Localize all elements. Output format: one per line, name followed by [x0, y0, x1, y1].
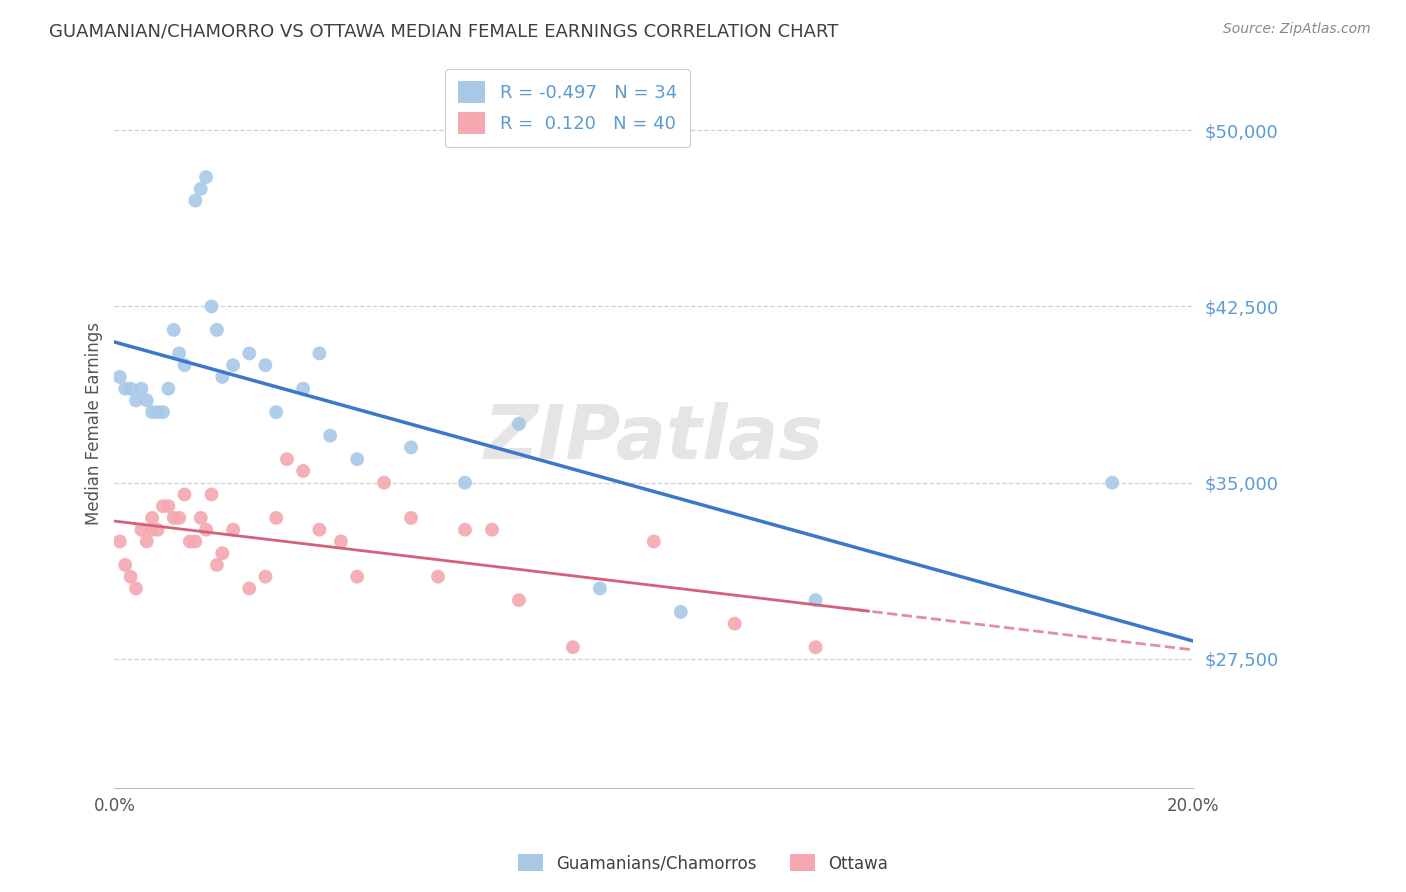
Point: [163, 323, 186, 337]
Point: [125, 582, 148, 596]
Point: [200, 299, 222, 313]
Point: [114, 382, 136, 396]
Point: [481, 523, 503, 537]
Point: [254, 570, 277, 584]
Point: [141, 523, 163, 537]
Point: [195, 523, 218, 537]
Point: [264, 405, 287, 419]
Point: [184, 194, 207, 208]
Point: [108, 534, 131, 549]
Point: [114, 558, 136, 572]
Point: [163, 511, 186, 525]
Point: [131, 523, 153, 537]
Point: [804, 640, 827, 655]
Point: [399, 511, 422, 525]
Legend: Guamanians/Chamorros, Ottawa: Guamanians/Chamorros, Ottawa: [512, 847, 894, 880]
Point: [157, 382, 180, 396]
Point: [211, 546, 233, 560]
Point: [222, 523, 245, 537]
Legend: R = -0.497   N = 34, R =  0.120   N = 40: R = -0.497 N = 34, R = 0.120 N = 40: [446, 69, 689, 147]
Point: [238, 346, 260, 360]
Point: [724, 616, 747, 631]
Text: ZIPatlas: ZIPatlas: [484, 402, 824, 475]
Point: [589, 582, 612, 596]
Point: [152, 499, 174, 513]
Point: [346, 452, 368, 467]
Point: [254, 358, 277, 372]
Point: [319, 428, 342, 442]
Point: [146, 523, 169, 537]
Point: [173, 358, 195, 372]
Point: [399, 441, 422, 455]
Point: [135, 534, 157, 549]
Point: [120, 570, 142, 584]
Point: [346, 570, 368, 584]
Point: [108, 370, 131, 384]
Point: [222, 358, 245, 372]
Point: [454, 475, 477, 490]
Point: [125, 393, 148, 408]
Point: [329, 534, 352, 549]
Point: [167, 511, 190, 525]
Point: [264, 511, 287, 525]
Point: [643, 534, 665, 549]
Point: [146, 405, 169, 419]
Point: [179, 534, 201, 549]
Point: [167, 346, 190, 360]
Point: [211, 370, 233, 384]
Point: [804, 593, 827, 607]
Point: [190, 511, 212, 525]
Point: [190, 182, 212, 196]
Point: [276, 452, 298, 467]
Point: [184, 534, 207, 549]
Point: [292, 382, 315, 396]
Point: [508, 593, 530, 607]
Point: [669, 605, 692, 619]
Point: [157, 499, 180, 513]
Point: [373, 475, 395, 490]
Point: [173, 487, 195, 501]
Point: [238, 582, 260, 596]
Point: [308, 346, 330, 360]
Point: [292, 464, 315, 478]
Point: [454, 523, 477, 537]
Point: [195, 170, 218, 185]
Y-axis label: Median Female Earnings: Median Female Earnings: [86, 322, 103, 525]
Point: [152, 405, 174, 419]
Text: Source: ZipAtlas.com: Source: ZipAtlas.com: [1223, 22, 1371, 37]
Point: [427, 570, 450, 584]
Point: [135, 393, 157, 408]
Point: [205, 558, 228, 572]
Point: [1101, 475, 1123, 490]
Point: [131, 382, 153, 396]
Point: [120, 382, 142, 396]
Text: GUAMANIAN/CHAMORRO VS OTTAWA MEDIAN FEMALE EARNINGS CORRELATION CHART: GUAMANIAN/CHAMORRO VS OTTAWA MEDIAN FEMA…: [49, 22, 838, 40]
Point: [205, 323, 228, 337]
Point: [141, 405, 163, 419]
Point: [308, 523, 330, 537]
Point: [561, 640, 583, 655]
Point: [141, 511, 163, 525]
Point: [508, 417, 530, 431]
Point: [200, 487, 222, 501]
